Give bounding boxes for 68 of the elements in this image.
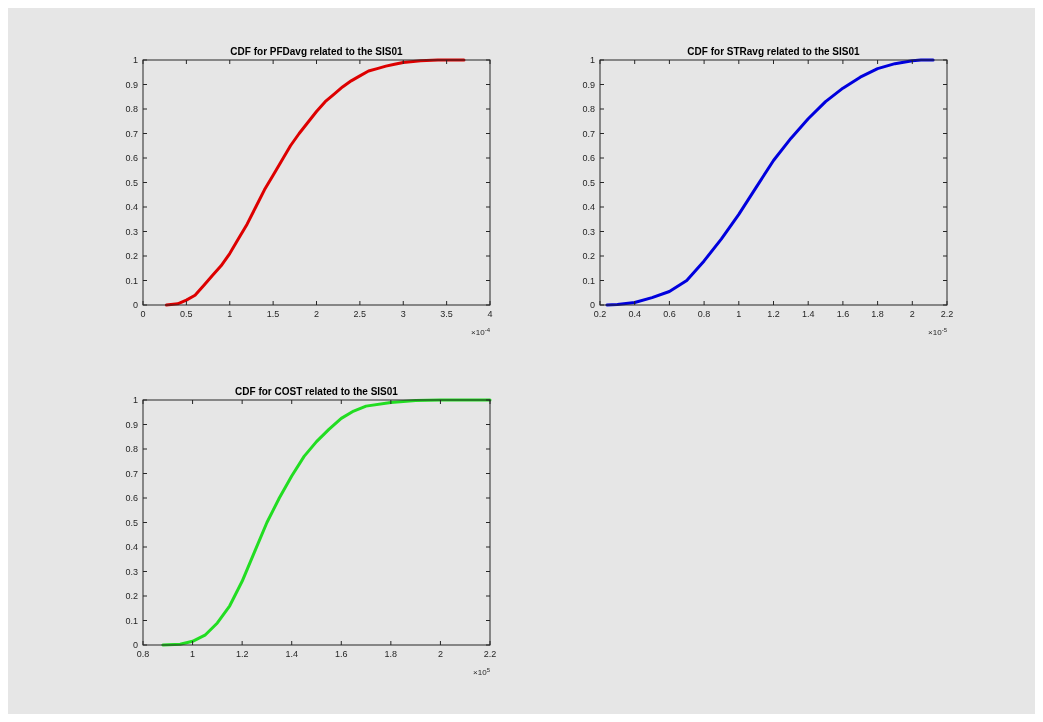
x-tick-label: 2.2 xyxy=(483,649,497,659)
x-tick-label: 1.6 xyxy=(836,309,850,319)
x-tick-label: 2.5 xyxy=(353,309,367,319)
y-tick-label: 0 xyxy=(589,300,595,310)
x-tick-label: 0.6 xyxy=(663,309,676,319)
y-tick-label: 0.7 xyxy=(125,468,138,479)
y-tick-label: 0.6 xyxy=(125,493,138,503)
y-tick-label: 0.3 xyxy=(125,226,138,237)
text: ×10$^{-5}$ xyxy=(928,327,948,337)
y-tick-label: 0.2 xyxy=(125,251,138,261)
x-tick-label: 3 xyxy=(400,309,406,319)
x-tick-label: 4 xyxy=(487,309,493,319)
x-tick-label: 0.8 xyxy=(697,309,711,319)
y-tick-label: 0.3 xyxy=(125,566,138,577)
chart-title: CDF for STRavg related to the SIS01 xyxy=(687,46,861,57)
line-series xyxy=(164,58,466,307)
x-tick-label: 0.5 xyxy=(180,309,193,319)
y-tick-label: 0.1 xyxy=(125,615,138,626)
x-tick-label: 1.6 xyxy=(335,649,348,659)
x-tick-label: 0.4 xyxy=(628,309,641,319)
y-tick-label: 0.3 xyxy=(582,226,595,237)
y-tick-label: 0.8 xyxy=(125,104,138,114)
x-tick-label: 1.8 xyxy=(871,309,884,319)
x-tick-label: 1.5 xyxy=(266,309,280,319)
line-series xyxy=(161,398,492,647)
y-tick-label: 0.1 xyxy=(125,275,138,286)
y-tick-label: 1 xyxy=(132,395,138,405)
y-tick-label: 0.9 xyxy=(582,79,595,90)
x-tick-label: 1.4 xyxy=(801,309,815,319)
y-tick-label: 0.5 xyxy=(125,177,138,188)
y-tick-label: 0.8 xyxy=(125,444,138,454)
x-tick-label: 3.5 xyxy=(440,309,453,319)
y-tick-label: 0.9 xyxy=(125,79,138,90)
text: ×10$^{5}$ xyxy=(473,667,491,677)
x-tick-label: 1.2 xyxy=(235,649,249,659)
x-tick-label: 2 xyxy=(437,649,443,659)
y-tick-label: 0 xyxy=(132,640,138,650)
y-tick-label: 0.7 xyxy=(582,128,595,139)
text: ×10$^{-4}$ xyxy=(471,327,491,337)
x-tick-label: 2 xyxy=(313,309,320,319)
y-tick-label: 0.4 xyxy=(582,202,595,212)
chart-title: CDF for COST related to the SIS01 xyxy=(235,386,399,397)
y-tick-label: 0.2 xyxy=(582,251,595,261)
y-tick-label: 0.5 xyxy=(582,177,595,188)
chart-title: CDF for PFDavg related to the SIS01 xyxy=(230,46,404,57)
x-tick-label: 1.4 xyxy=(285,649,298,659)
x-tick-label: 2 xyxy=(909,309,915,319)
x-tick-label: 1 xyxy=(736,309,742,319)
y-tick-label: 1 xyxy=(132,55,138,65)
x-tick-label: 2.2 xyxy=(940,309,954,319)
x-tick-label: 1.8 xyxy=(384,649,398,659)
x-tick-label: 1 xyxy=(227,309,233,319)
x-tick-label: 1 xyxy=(190,649,196,659)
y-tick-label: 1 xyxy=(589,55,595,65)
y-tick-label: 0.4 xyxy=(125,542,138,552)
y-tick-label: 0.8 xyxy=(582,104,595,114)
y-tick-label: 0.6 xyxy=(582,153,595,163)
y-tick-label: 0.1 xyxy=(582,275,595,286)
x-tick-label: 0 xyxy=(140,309,146,319)
y-tick-label: 0.5 xyxy=(125,517,138,528)
x-tick-label: 1.2 xyxy=(767,309,780,319)
y-tick-label: 0.2 xyxy=(125,591,138,601)
line-series xyxy=(605,58,935,307)
y-tick-label: 0 xyxy=(132,300,138,310)
y-tick-label: 0.4 xyxy=(125,202,138,212)
y-tick-label: 0.6 xyxy=(125,153,138,163)
y-tick-label: 0.7 xyxy=(125,128,138,139)
y-tick-label: 0.9 xyxy=(125,419,138,430)
